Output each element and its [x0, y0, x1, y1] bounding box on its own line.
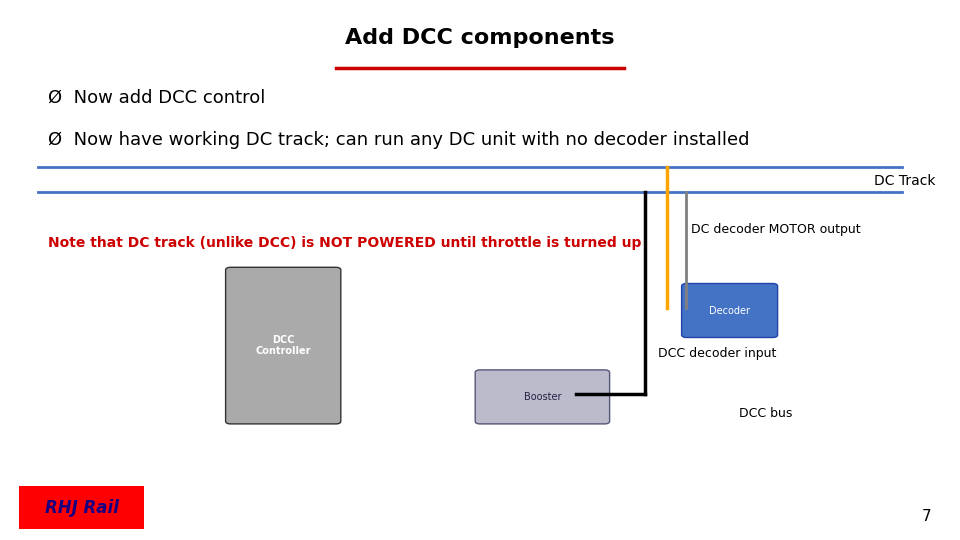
FancyBboxPatch shape: [475, 370, 610, 424]
Text: DCC bus: DCC bus: [739, 407, 793, 420]
Text: DCC
Controller: DCC Controller: [255, 335, 311, 356]
Text: 7: 7: [922, 509, 931, 524]
Text: Note that DC track (unlike DCC) is NOT POWERED until throttle is turned up: Note that DC track (unlike DCC) is NOT P…: [48, 236, 641, 250]
Text: DC decoder MOTOR output: DC decoder MOTOR output: [691, 223, 861, 236]
FancyBboxPatch shape: [226, 267, 341, 424]
FancyBboxPatch shape: [682, 284, 778, 338]
Text: Ø  Now have working DC track; can run any DC unit with no decoder installed: Ø Now have working DC track; can run any…: [48, 131, 750, 150]
Text: Booster: Booster: [523, 392, 562, 402]
FancyBboxPatch shape: [19, 486, 144, 529]
Text: Decoder: Decoder: [709, 306, 750, 315]
Text: DC Track: DC Track: [875, 174, 936, 188]
Text: Ø  Now add DCC control: Ø Now add DCC control: [48, 88, 265, 106]
Text: DCC decoder input: DCC decoder input: [658, 347, 776, 360]
Text: RHJ Rail: RHJ Rail: [44, 498, 119, 517]
Text: Add DCC components: Add DCC components: [346, 28, 614, 48]
